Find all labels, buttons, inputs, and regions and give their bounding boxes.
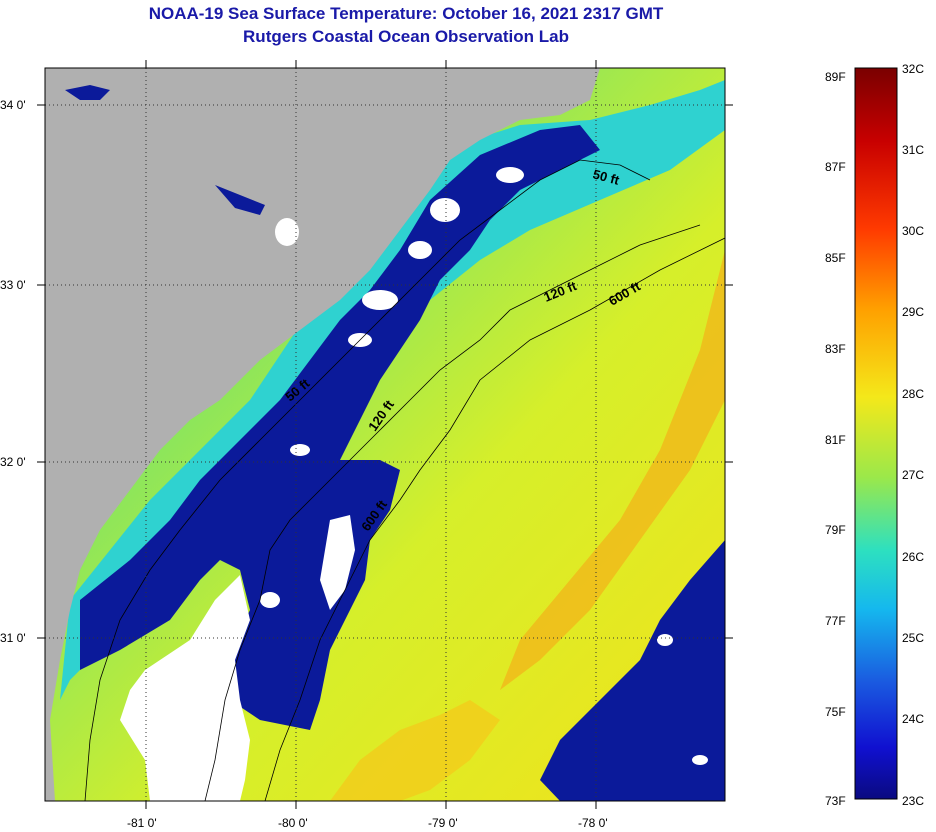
colorbar-c-label: 29C (902, 305, 925, 319)
colorbar-scale (854, 67, 898, 800)
colorbar-f-label: 73F (825, 794, 846, 808)
isobath-label: 50 ft (591, 166, 621, 188)
colorbar-f-label: 79F (825, 523, 846, 537)
colorbar-f-label: 83F (825, 342, 846, 356)
colorbar-c-label: 32C (902, 62, 925, 76)
cloud-mask (362, 290, 398, 310)
inland-lake (65, 85, 110, 100)
colorbar-c-label: 30C (902, 224, 925, 238)
cloud-mask (430, 198, 460, 222)
map-title: NOAA-19 Sea Surface Temperature: October… (148, 4, 664, 23)
axis-ticks (37, 60, 733, 809)
colorbar-f-label: 81F (825, 433, 846, 447)
isobath-line-50ft (84, 159, 651, 801)
land-area (45, 68, 600, 801)
gulf-stream-core (500, 250, 725, 690)
cold-water-region (80, 125, 600, 730)
cloud-mask (692, 755, 708, 765)
inland-lake (215, 185, 265, 215)
isobath-line-120ft (204, 224, 701, 801)
colorbar-f-label: 89F (825, 70, 846, 84)
graticule (45, 68, 725, 801)
cloud-mask (408, 241, 432, 259)
inland-lake (275, 218, 299, 246)
colorbar-f-label: 77F (825, 614, 846, 628)
lat-label: 33 0' (0, 278, 26, 292)
coastal-cool-band (60, 80, 725, 700)
cloud-mask (290, 444, 310, 456)
cloud-mask (657, 634, 673, 646)
colorbar-c-label: 26C (902, 550, 925, 564)
cloud-mask (496, 167, 524, 183)
colorbar-c-label: 28C (902, 387, 925, 401)
lon-label: -80 0' (278, 816, 308, 830)
colorbar-c-label: 31C (902, 143, 925, 157)
lat-label: 32 0' (0, 455, 26, 469)
lat-label: 31 0' (0, 631, 26, 645)
colorbar-f-label: 85F (825, 251, 846, 265)
colorbar-c-label: 25C (902, 631, 925, 645)
cold-water-region (540, 540, 725, 801)
cloud-mask (260, 592, 280, 608)
colorbar-f-label: 75F (825, 705, 846, 719)
gulf-stream-core (330, 700, 500, 801)
colorbar-f-label: 87F (825, 160, 846, 174)
lon-label: -81 0' (127, 816, 157, 830)
lon-label: -79 0' (428, 816, 458, 830)
colorbar-c-label: 27C (902, 468, 925, 482)
lon-label: -78 0' (578, 816, 608, 830)
colorbar-c-label: 24C (902, 712, 925, 726)
lat-label: 34 0' (0, 98, 26, 112)
cloud-mask (320, 515, 355, 610)
map-frame (44, 67, 726, 802)
colorbar-c-label: 23C (902, 794, 925, 808)
map-subtitle: Rutgers Coastal Ocean Observation Lab (243, 27, 569, 46)
isobath-line-600ft (264, 237, 725, 801)
